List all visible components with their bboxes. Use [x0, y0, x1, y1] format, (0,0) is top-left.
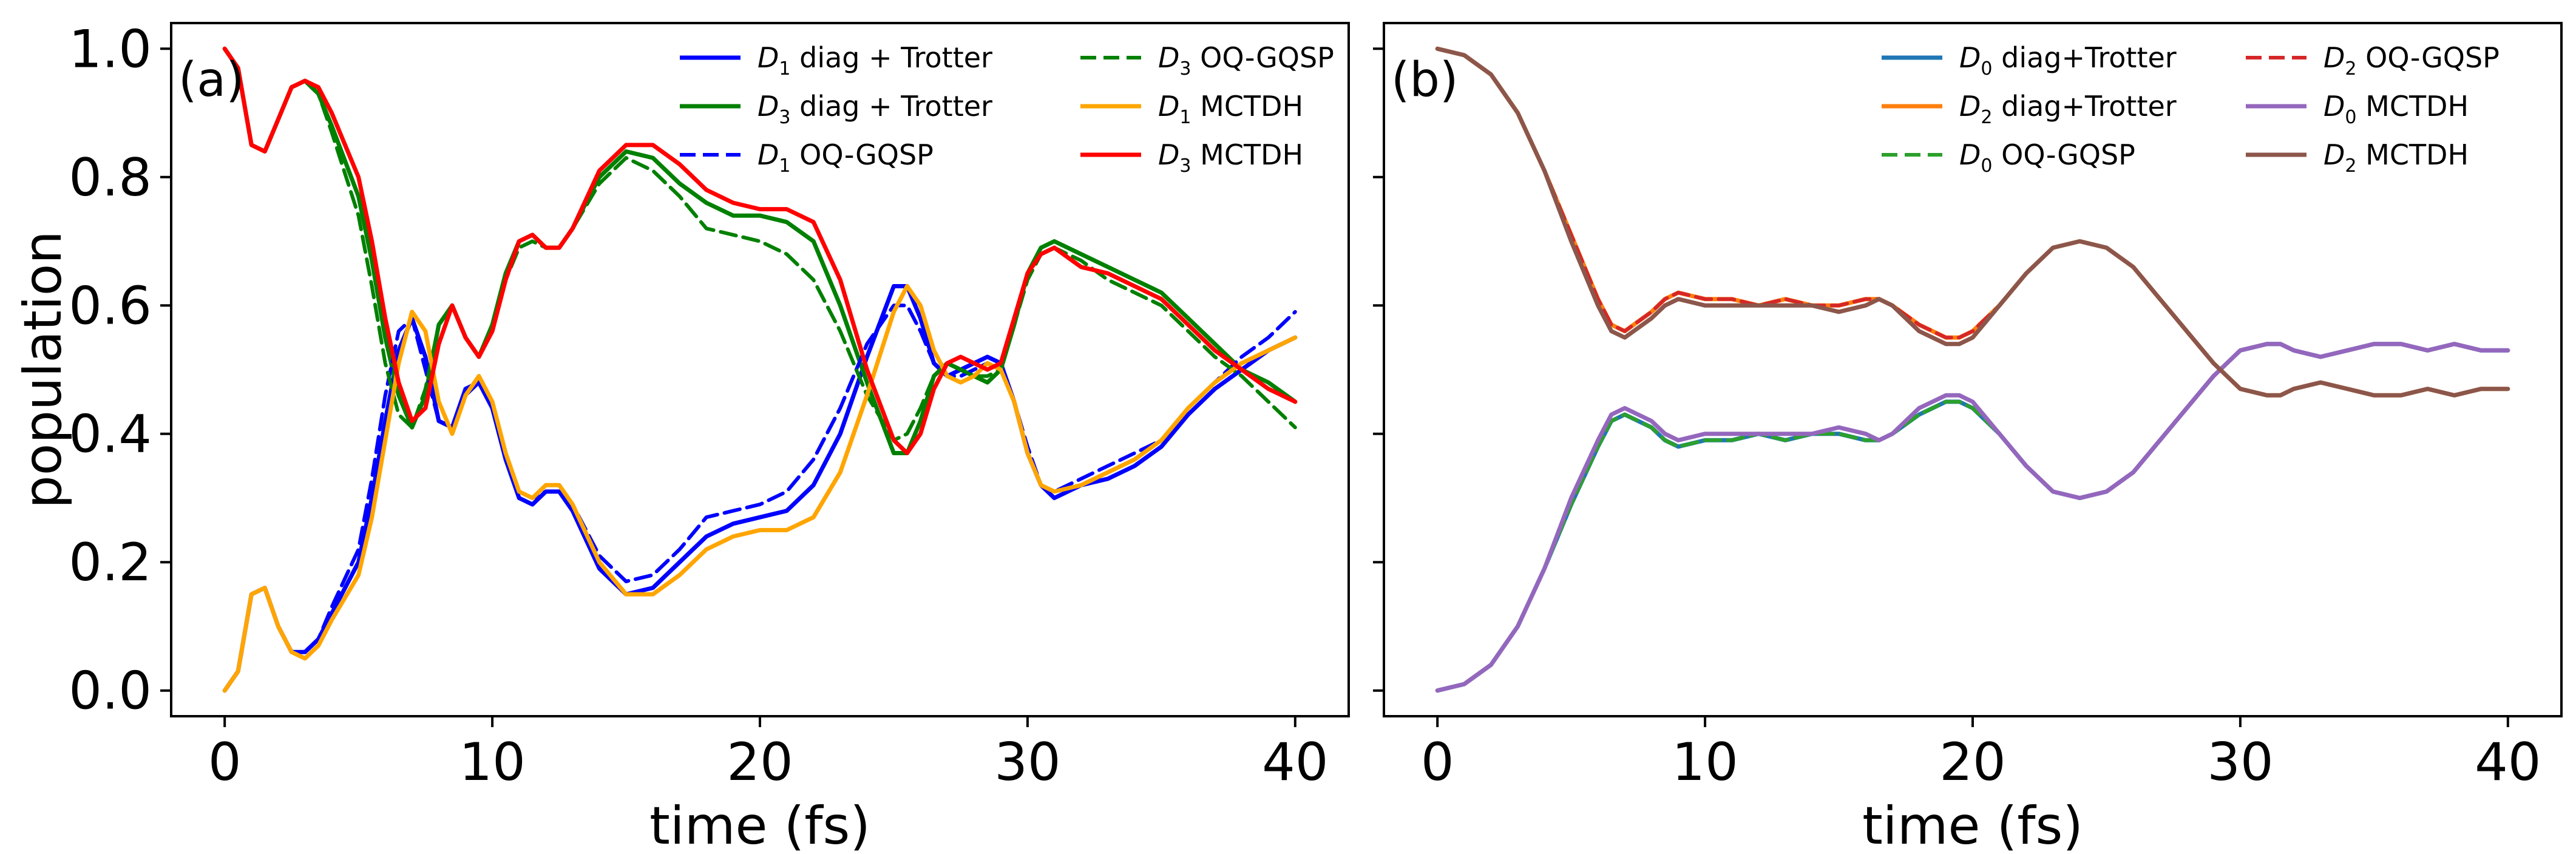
legend-label: D0 MCTDH — [2323, 90, 2469, 128]
plot-frame — [170, 22, 1350, 717]
legend-label-subscript: 1 — [779, 58, 790, 80]
x-tick-label: 20 — [727, 732, 793, 793]
legend-label-text: MCTDH — [2357, 138, 2469, 171]
legend-label-symbol: D — [758, 138, 779, 171]
legend-item: D1 OQ-GQSP — [680, 138, 934, 177]
legend-label: D2 MCTDH — [2323, 138, 2469, 177]
legend-label-subscript: 2 — [2345, 155, 2356, 177]
series-line-d0-mctdh — [1435, 342, 2510, 693]
legend-label-text: OQ-GQSP — [791, 138, 934, 171]
legend-label-symbol: D — [1959, 41, 1981, 74]
legend-item: D2 OQ-GQSP — [2246, 41, 2500, 80]
legend-item: D3 diag + Trotter — [680, 90, 992, 128]
y-tick-label: 1.0 — [69, 19, 152, 80]
legend-label-symbol: D — [1158, 138, 1179, 171]
series-line-d0-oq-gqsp — [1435, 342, 2510, 693]
panel-label: (b) — [1391, 53, 1458, 107]
x-axis-title: time (fs) — [649, 796, 870, 854]
legend-label: D3 OQ-GQSP — [1158, 41, 1334, 80]
legend-label-subscript: 1 — [1179, 107, 1191, 128]
legend-label: D2 OQ-GQSP — [2323, 41, 2500, 80]
legend-label-subscript: 0 — [2345, 107, 2356, 128]
legend-label: D1 diag + Trotter — [758, 41, 992, 80]
legend-label-text: MCTDH — [1191, 90, 1304, 123]
y-tick-label: 0.0 — [69, 661, 152, 722]
legend-label-subscript: 0 — [1981, 155, 1992, 177]
legend-label-symbol: D — [2323, 41, 2345, 74]
legend-label-text: MCTDH — [1191, 138, 1304, 171]
legend-label: D1 OQ-GQSP — [758, 138, 934, 177]
legend-label-symbol: D — [1158, 90, 1179, 123]
legend-label-subscript: 2 — [1981, 107, 1992, 128]
y-tick-label: 0.6 — [69, 276, 152, 336]
x-tick-label: 30 — [994, 732, 1060, 793]
series-line-d0-diag-trotter — [1435, 342, 2510, 693]
legend-label-subscript: 3 — [1179, 155, 1191, 177]
legend-label-symbol: D — [2323, 138, 2345, 171]
legend-label-text: diag + Trotter — [791, 41, 993, 74]
legend-label: D3 MCTDH — [1158, 138, 1303, 177]
x-tick-label: 0 — [208, 732, 242, 793]
legend-item: D0 OQ-GQSP — [1882, 138, 2135, 177]
x-tick-label: 20 — [1939, 732, 2005, 793]
legend-item: D2 diag+Trotter — [1882, 90, 2177, 128]
legend-label: D0 OQ-GQSP — [1959, 138, 2135, 177]
x-tick-label: 40 — [1262, 732, 1328, 793]
panel-a: 0 10 20 30 40 0.0 0.2 0.4 0.6 0.8 1.0 time (fs) popu… — [13, 19, 1350, 854]
legend-label-text: MCTDH — [2357, 90, 2469, 123]
legend-label-text: diag+Trotter — [1993, 41, 2177, 74]
x-tick-label: 10 — [459, 732, 525, 793]
legend-label-subscript: 0 — [1981, 58, 1992, 80]
legend-label-text: diag + Trotter — [791, 90, 993, 123]
series-line-d1-mctdh — [222, 284, 1298, 693]
legend-label-subscript: 3 — [779, 107, 790, 128]
legend-label-subscript: 3 — [1179, 58, 1191, 80]
panel-label: (a) — [178, 53, 245, 107]
series-line-d3-diag-trotter — [222, 46, 1298, 455]
legend-label: D1 MCTDH — [1158, 90, 1303, 128]
series-line-d2-mctdh — [1435, 46, 2510, 398]
legend-item: D1 MCTDH — [1080, 90, 1303, 128]
x-tick-label: 30 — [2207, 732, 2273, 793]
x-tick-label: 10 — [1672, 732, 1738, 793]
y-tick-label: 0.4 — [69, 404, 152, 465]
legend-item: D3 MCTDH — [1080, 138, 1303, 177]
legend-item: D3 OQ-GQSP — [1080, 41, 1334, 80]
legend-label-symbol: D — [758, 41, 779, 74]
legend-label-symbol: D — [1158, 41, 1179, 74]
legend-label-text: OQ-GQSP — [1993, 138, 2135, 171]
legend-label: D2 diag+Trotter — [1959, 90, 2177, 128]
plot-frame — [1383, 22, 2563, 717]
legend-item: D0 diag+Trotter — [1882, 41, 2177, 80]
legend-label-subscript: 1 — [779, 155, 790, 177]
legend-label-subscript: 2 — [2345, 58, 2356, 80]
legend-item: D2 MCTDH — [2246, 138, 2469, 177]
y-tick-label: 0.8 — [69, 147, 152, 208]
x-axis-title: time (fs) — [1862, 796, 2083, 854]
legend-label-text: diag+Trotter — [1993, 90, 2177, 123]
y-axis-title: population — [13, 231, 73, 509]
legend-item: D1 diag + Trotter — [680, 41, 992, 80]
legend-label-symbol: D — [1959, 138, 1981, 171]
legend-label-text: OQ-GQSP — [1191, 41, 1334, 74]
legend-label-symbol: D — [2323, 90, 2345, 123]
legend-label: D3 diag + Trotter — [758, 90, 992, 128]
legend-label-text: OQ-GQSP — [2357, 41, 2500, 74]
x-tick-label: 0 — [1421, 732, 1454, 793]
legend-label-symbol: D — [1959, 90, 1981, 123]
legend-label: D0 diag+Trotter — [1959, 41, 2177, 80]
legend-item: D0 MCTDH — [2246, 90, 2469, 128]
x-tick-label: 40 — [2475, 732, 2541, 793]
series-line-d3-mctdh — [222, 46, 1298, 455]
legend-label-symbol: D — [758, 90, 779, 123]
y-tick-label: 0.2 — [69, 532, 152, 593]
